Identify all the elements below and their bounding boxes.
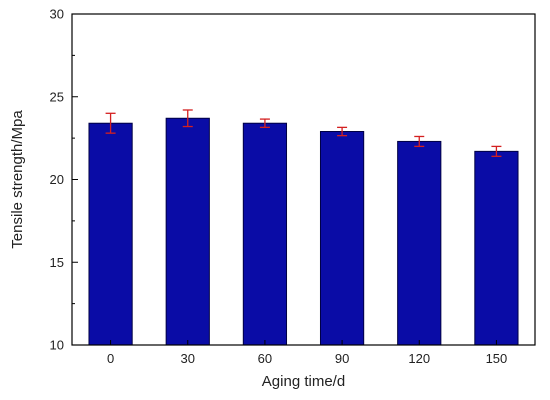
y-tick-label-20: 20 (50, 172, 64, 187)
y-axis-title: Tensile strength/Mpa (9, 110, 26, 249)
error-bar-30 (182, 109, 193, 128)
y-tick-label-25: 25 (50, 89, 64, 104)
bar-120 (397, 140, 442, 346)
error-bar-120 (414, 135, 425, 148)
x-tick-label-120: 120 (408, 351, 430, 366)
bar-90 (319, 131, 365, 346)
y-tick-label-10: 10 (50, 338, 64, 353)
bar-30 (165, 117, 210, 346)
error-bar-90 (337, 126, 348, 137)
error-bars-group (105, 109, 502, 157)
error-bar-60 (259, 118, 270, 129)
x-ticks-group: 0 30 60 90 120 150 (107, 340, 507, 366)
bar-0 (88, 122, 133, 346)
x-tick-label-90: 90 (335, 351, 349, 366)
y-tick-label-30: 30 (50, 7, 64, 22)
x-tick-label-60: 60 (258, 351, 272, 366)
x-axis-title: Aging time/d (262, 373, 345, 390)
bars-group (88, 117, 519, 346)
y-tick-label-15: 15 (50, 255, 64, 270)
error-bar-150 (491, 145, 502, 157)
bar-60 (242, 122, 288, 346)
x-tick-label-0: 0 (107, 351, 114, 366)
y-ticks-group: 10 15 20 25 30 (50, 7, 78, 353)
plot-frame (71, 13, 536, 346)
x-tick-label-30: 30 (181, 351, 195, 366)
x-tick-label-150: 150 (486, 351, 508, 366)
error-bar-0 (105, 112, 116, 134)
bar-150 (474, 150, 519, 346)
